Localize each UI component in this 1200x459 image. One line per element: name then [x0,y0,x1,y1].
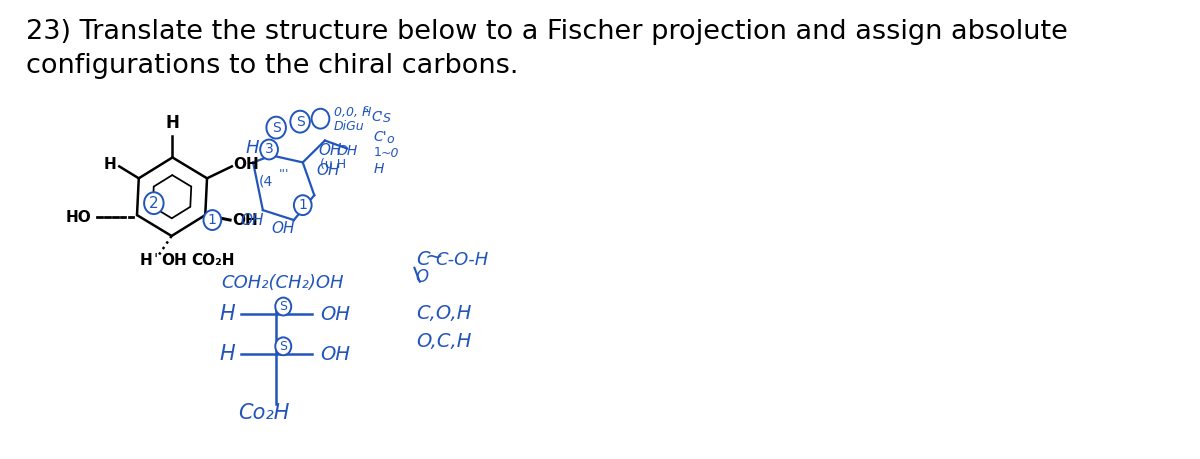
Circle shape [204,210,221,230]
Text: ~0: ~0 [380,147,400,161]
Text: OH: OH [336,145,358,158]
Circle shape [290,111,310,133]
Text: OH: OH [320,345,350,364]
Circle shape [275,297,292,315]
Text: ~: ~ [425,247,444,267]
Text: (u H: (u H [320,158,347,171]
Text: OH: OH [271,221,295,236]
Text: S: S [280,300,287,313]
Text: H: H [104,157,116,172]
Text: o: o [386,133,394,146]
Circle shape [266,117,286,139]
Circle shape [144,192,163,214]
Text: 1: 1 [299,198,307,212]
Text: H: H [139,253,152,269]
Text: S: S [271,121,281,134]
Text: 1: 1 [208,213,217,227]
Text: 0,0, H: 0,0, H [334,106,371,119]
Text: C: C [372,110,382,123]
Text: OH: OH [320,305,350,324]
Text: H: H [220,304,235,325]
Circle shape [275,337,292,355]
Text: Co₂H: Co₂H [238,403,289,423]
Text: 1: 1 [373,146,382,159]
Text: C,O,H: C,O,H [416,304,472,324]
Text: S: S [280,340,287,353]
Text: ': ' [154,253,158,269]
Text: O: O [415,268,428,285]
Text: COH₂(CH₂)OH: COH₂(CH₂)OH [221,274,343,291]
Text: H: H [166,113,179,132]
Text: OH: OH [316,163,340,179]
Text: OH: OH [240,213,264,228]
Text: C': C' [373,129,388,144]
Text: CO₂H: CO₂H [191,253,234,269]
Text: ''': ''' [278,168,289,181]
Text: 2: 2 [149,196,158,211]
Text: S: S [383,112,390,125]
Text: OH: OH [234,157,259,172]
Text: OH: OH [161,253,187,269]
Text: C-O-H: C-O-H [436,251,488,269]
Text: DiGu: DiGu [334,120,365,133]
Text: HO: HO [65,210,91,224]
Text: H: H [220,344,235,364]
Text: C: C [416,250,430,269]
Text: OH: OH [319,144,342,158]
Text: H: H [246,140,259,157]
Text: configurations to the chiral carbons.: configurations to the chiral carbons. [26,53,518,79]
Text: S: S [295,115,305,129]
Text: 3: 3 [265,142,274,157]
Text: O,C,H: O,C,H [416,332,472,351]
Text: (4: (4 [258,174,272,188]
Circle shape [294,195,312,215]
Text: s: s [364,104,368,114]
Text: 23) Translate the structure below to a Fischer projection and assign absolute: 23) Translate the structure below to a F… [26,19,1068,45]
Text: OH: OH [232,213,258,228]
Circle shape [260,140,278,159]
Text: ': ' [379,110,383,123]
Text: H: H [373,162,384,176]
